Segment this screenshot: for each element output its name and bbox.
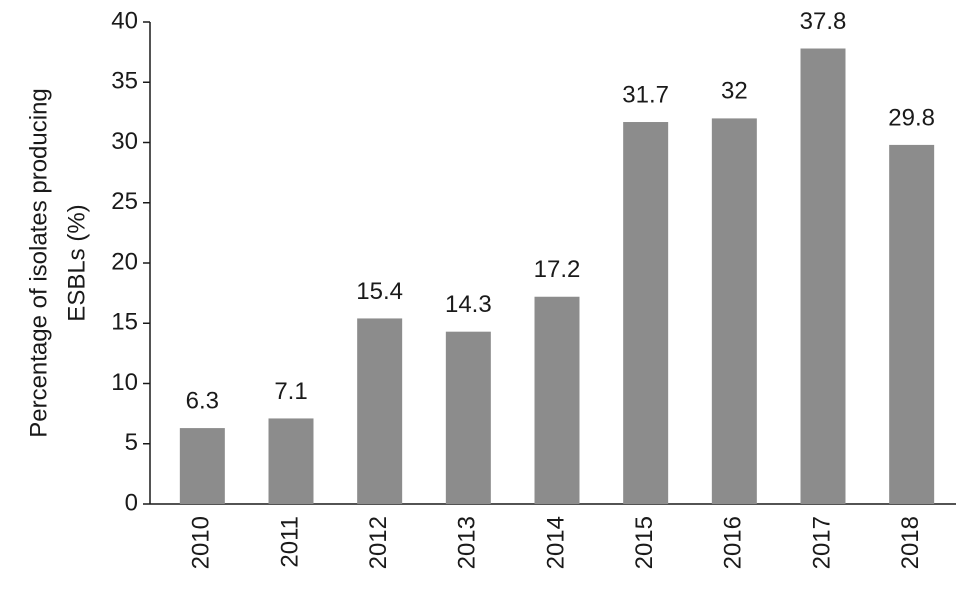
y-axis-label: ESBLs (%) — [63, 204, 90, 321]
x-tick-label: 2010 — [188, 516, 215, 569]
y-tick-label: 0 — [125, 489, 138, 516]
y-tick-label: 15 — [111, 309, 138, 336]
x-tick-label: 2015 — [631, 516, 658, 569]
x-tick-label: 2014 — [542, 516, 569, 569]
y-tick-label: 10 — [111, 369, 138, 396]
y-axis-label-group: Percentage of isolates producing ESBLs (… — [25, 88, 90, 438]
y-axis-label: Percentage of isolates producing — [25, 88, 52, 438]
bar — [357, 318, 403, 504]
bar — [534, 296, 580, 504]
value-label: 7.1 — [274, 378, 307, 405]
bar — [623, 122, 669, 504]
y-tick-label: 25 — [111, 188, 138, 215]
y-tick-label: 40 — [111, 7, 138, 34]
value-label: 17.2 — [534, 256, 581, 283]
y-tick-label: 20 — [111, 248, 138, 275]
x-tick-label: 2016 — [720, 516, 747, 569]
value-label: 32 — [721, 78, 748, 105]
x-tick-label: 2018 — [897, 516, 924, 569]
y-tick-label: 35 — [111, 68, 138, 95]
value-label: 37.8 — [800, 8, 847, 35]
x-tick-label: 2013 — [454, 516, 481, 569]
bar — [711, 118, 757, 505]
bar — [179, 428, 225, 504]
x-tick-label: 2012 — [365, 516, 392, 569]
bar — [800, 48, 846, 504]
y-tick-label: 5 — [125, 429, 138, 456]
y-tick-label: 30 — [111, 128, 138, 155]
value-label: 14.3 — [445, 291, 492, 318]
bar — [889, 144, 935, 504]
value-label: 31.7 — [622, 81, 669, 108]
value-label: 6.3 — [186, 387, 219, 414]
value-label: 29.8 — [888, 104, 935, 131]
x-tick-label: 2011 — [276, 516, 303, 568]
bar — [445, 331, 491, 504]
x-tick-label: 2017 — [808, 516, 835, 569]
bar — [268, 418, 314, 504]
value-label: 15.4 — [356, 278, 403, 305]
